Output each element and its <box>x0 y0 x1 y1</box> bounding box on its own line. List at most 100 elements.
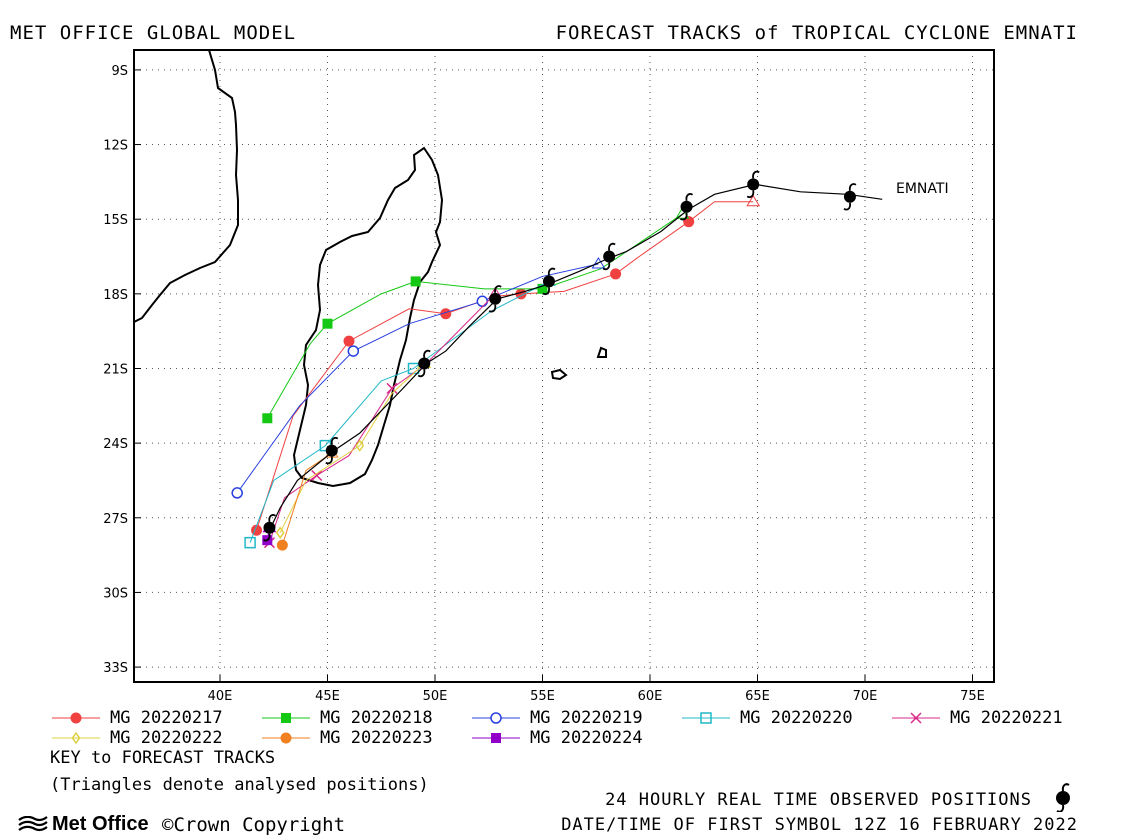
cyclone-symbol-arm <box>843 202 851 211</box>
cyclone-symbol-core <box>263 521 276 534</box>
cyclone-symbol-arm <box>330 436 339 445</box>
legend-entry: MG 20220222 <box>50 728 223 748</box>
track-marker <box>683 216 695 228</box>
cyclone-symbol-core <box>843 190 856 203</box>
cyclone-symbol-arm <box>494 285 502 293</box>
legend-label: MG 20220220 <box>740 708 853 728</box>
cyclone-symbol-arm <box>848 183 857 191</box>
forecast-track <box>262 207 690 424</box>
forecast-track <box>251 194 761 536</box>
legend-swatch <box>52 731 100 745</box>
cyclone-icon <box>1056 783 1070 812</box>
legend-entry: MG 20220224 <box>470 728 643 748</box>
analysed-position-triangle <box>591 257 606 269</box>
legend-entry: MG 20220218 <box>260 708 433 728</box>
track-marker <box>281 713 291 723</box>
legend-label: MG 20220217 <box>110 708 223 728</box>
cyclone-symbol-arm <box>752 170 760 179</box>
analysed-position-triangle <box>675 207 690 219</box>
forecast-track-line <box>236 263 599 494</box>
lon-tick-label: 60E <box>638 689 663 704</box>
cyclone-symbol-arm <box>325 456 333 465</box>
track-marker <box>276 539 288 551</box>
observed-track <box>262 170 883 542</box>
cyclone-symbol-arm <box>680 212 688 221</box>
cyclone-symbol-arm <box>602 262 611 271</box>
legend-swatch <box>472 733 520 743</box>
copyright-notice: ©Crown Copyright <box>162 814 345 836</box>
lat-tick-label: 21S <box>103 362 128 377</box>
track-marker <box>262 413 273 424</box>
met-office-logo-icon <box>18 815 48 831</box>
forecast-track-line <box>281 452 333 546</box>
legend-swatch <box>892 712 940 724</box>
key-note: (Triangles denote analysed positions) <box>50 775 429 795</box>
track-marker <box>343 335 355 347</box>
lat-tick-label: 18S <box>103 288 128 303</box>
lat-tick-label: 33S <box>103 661 128 676</box>
plot-frame <box>133 49 995 683</box>
lon-tick-label: 45E <box>315 689 340 704</box>
lon-tick-label: 40E <box>208 689 233 704</box>
mauritius-island <box>596 346 607 358</box>
track-marker <box>244 536 256 549</box>
legend-label: MG 20220222 <box>110 728 223 748</box>
legend-label: MG 20220221 <box>950 708 1063 728</box>
first-symbol-datetime: DATE/TIME OF FIRST SYMBOL 12Z 16 FEBRUAR… <box>561 815 1078 835</box>
legend-swatch <box>472 712 520 724</box>
observed-track-line <box>268 183 883 531</box>
reunion-island <box>550 368 568 381</box>
lat-tick-label: 9S <box>111 64 128 79</box>
forecast-tracks <box>231 194 761 551</box>
cyclone-symbol-arm <box>417 369 426 378</box>
track-marker <box>700 712 712 724</box>
header-left-title: MET OFFICE GLOBAL MODEL <box>10 22 297 44</box>
track-marker <box>275 526 285 540</box>
track-marker <box>386 382 398 394</box>
met-office-logo: Met Office <box>18 813 149 836</box>
forecast-track <box>231 257 606 499</box>
cyclone-symbol-arm <box>488 304 497 313</box>
cyclone-symbol-arm <box>685 193 694 201</box>
lat-tick-label: 24S <box>103 437 128 452</box>
legend-swatch <box>262 732 310 744</box>
cyclone-symbol-arm <box>746 190 755 199</box>
axis-labels: 9S 12S 15S 18S 21S 24S 27S 30S 33S 40E 45E 50E 55E 60… <box>103 64 985 704</box>
track-marker <box>490 712 502 724</box>
observed-position-cyclone-symbol <box>680 193 694 221</box>
track-marker <box>70 712 82 724</box>
track-marker <box>355 439 365 452</box>
key-title: KEY to FORECAST TRACKS <box>50 748 276 768</box>
analysed-position-triangle <box>746 194 761 207</box>
lon-tick-label: 75E <box>960 689 985 704</box>
storm-name-label: EMNATI <box>896 181 949 197</box>
forecast-track <box>263 286 503 549</box>
cyclone-symbol-arm <box>423 349 431 358</box>
observed-position-cyclone-symbol <box>325 436 339 465</box>
cyclone-symbol-core <box>747 178 760 191</box>
track-marker <box>491 733 501 743</box>
observed-position-cyclone-symbol <box>542 267 556 296</box>
legend-entry: MG 20220219 <box>470 708 643 728</box>
cyclone-symbol-core <box>542 275 555 288</box>
forecast-track <box>244 274 556 549</box>
forecast-track-line <box>256 201 754 531</box>
cyclone-symbol-core <box>680 200 693 213</box>
observed-position-cyclone-symbol <box>843 183 857 211</box>
legend-entry: MG 20220220 <box>680 708 853 728</box>
legend-swatch <box>682 712 730 724</box>
track-marker <box>410 276 421 287</box>
madagascar-coastline <box>292 146 444 488</box>
legend-entry: MG 20220217 <box>50 708 223 728</box>
legend-label: MG 20220219 <box>530 708 643 728</box>
cyclone-symbol-arm <box>608 242 616 251</box>
lon-tick-label: 50E <box>423 689 448 704</box>
met-office-logo-text: Met Office <box>52 813 149 835</box>
track-marker <box>537 283 548 294</box>
cyclone-symbol-core <box>603 250 616 263</box>
legend-label: MG 20220223 <box>320 728 433 748</box>
legend-label: MG 20220218 <box>320 708 433 728</box>
track-marker <box>347 345 360 357</box>
legend-entry: MG 20220221 <box>890 708 1063 728</box>
